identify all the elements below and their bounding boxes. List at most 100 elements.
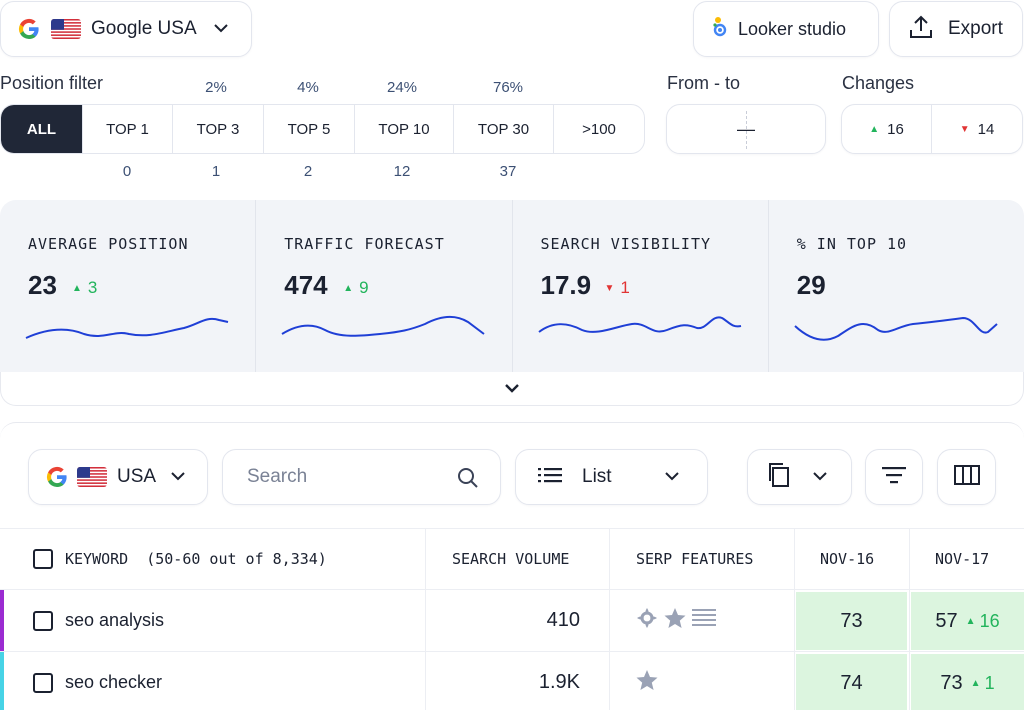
view-selector[interactable]: List (515, 449, 708, 505)
chevron-down-icon (170, 468, 186, 486)
stat-percent-top10[interactable]: % IN TOP 10 29 (769, 200, 1024, 372)
column-divider (909, 652, 910, 710)
from-to-input[interactable]: — (666, 104, 826, 154)
volume-cell: 410 (546, 609, 580, 631)
stat-title: SEARCH VISIBILITY (540, 235, 712, 253)
columns-button[interactable] (937, 449, 996, 505)
expand-stats-button[interactable] (0, 372, 1024, 406)
keyword-text[interactable]: seo checker (65, 672, 163, 692)
stat-value: 29 (796, 270, 826, 300)
tab-over100[interactable]: >100 (582, 120, 616, 138)
stat-delta: ▲ 3 (72, 278, 97, 298)
stat-title: % IN TOP 10 (796, 235, 908, 253)
top5-count: 2 (303, 163, 313, 180)
keywords-panel (0, 422, 1024, 710)
filter-icon (882, 466, 906, 489)
from-to-divider (746, 111, 747, 149)
sparkline (281, 316, 485, 337)
keyword-header-count: (50-60 out of 8,334) (146, 550, 327, 568)
stat-search-visibility[interactable]: SEARCH VISIBILITY 17.9 ▼ 1 (513, 200, 769, 372)
position-filter-label: Position filter (0, 73, 104, 93)
row-accent (0, 590, 4, 651)
changes-down-button[interactable]: ▼ 14 (932, 105, 1022, 153)
us-flag-icon (77, 467, 107, 487)
star-icon (664, 607, 686, 634)
column-divider (909, 529, 910, 589)
search-input[interactable]: Search (222, 449, 501, 505)
stat-average-position[interactable]: AVERAGE POSITION 23 ▲ 3 (0, 200, 257, 372)
table-row[interactable]: seo checker 1.9K 74 73 ▲ 1 (0, 652, 1024, 710)
column-divider (425, 529, 426, 589)
stat-traffic-forecast[interactable]: TRAFFIC FORECAST 474 ▲ 9 (256, 200, 513, 372)
list-icon (538, 467, 562, 488)
region-selector[interactable]: USA (28, 449, 208, 505)
table-row[interactable]: seo analysis 410 73 57 ▲ 16 (0, 590, 1024, 652)
tab-top30[interactable]: TOP 30 (454, 105, 554, 153)
tab-top5[interactable]: TOP 5 (264, 105, 355, 153)
column-divider (794, 529, 795, 589)
keyword-cell: seo analysis (33, 590, 164, 651)
row-checkbox[interactable] (33, 672, 53, 693)
list-results-icon (692, 608, 716, 633)
chevron-down-icon (213, 20, 229, 38)
columns-icon (953, 464, 980, 490)
changes-up-button[interactable]: ▲ 16 (842, 105, 932, 153)
filter-button[interactable] (865, 449, 923, 505)
serp-features-cell (636, 652, 658, 710)
chevron-down-icon (504, 380, 520, 398)
location-label: Google USA (91, 18, 197, 39)
copy-icon (766, 461, 792, 494)
triangle-down-icon: ▼ (959, 123, 970, 135)
keyword-text[interactable]: seo analysis (65, 610, 165, 630)
row-checkbox[interactable] (33, 610, 53, 631)
volume-cell: 1.9K (538, 671, 580, 693)
sparkline (25, 318, 229, 339)
date-header-2[interactable]: NOV-17 (935, 550, 990, 568)
changes-down-value: 14 (977, 120, 995, 138)
serp-features-cell (636, 590, 716, 651)
position-change: ▲ 16 (966, 611, 1000, 632)
position-cell-2: 73 ▲ 1 (911, 654, 1024, 710)
serp-features-header[interactable]: SERP FEATURES (636, 550, 754, 568)
position-value: 57 (935, 609, 958, 632)
triangle-up-icon: ▲ (72, 282, 82, 294)
search-icon (456, 466, 480, 495)
triangle-up-icon: ▲ (970, 677, 981, 689)
changes-up-value: 16 (887, 120, 904, 138)
top30-count: 37 (499, 163, 517, 180)
column-divider (609, 529, 610, 589)
stat-value: 23 (28, 270, 57, 300)
search-volume-header[interactable]: SEARCH VOLUME (452, 550, 570, 568)
location-selector[interactable]: Google USA (0, 1, 252, 57)
changes-label: Changes (842, 73, 915, 93)
triangle-up-icon: ▲ (965, 615, 976, 627)
position-filter-tabs: ALL TOP 1 TOP 3 TOP 5 TOP 10 TOP 30 >100 (0, 104, 645, 154)
export-label: Export (948, 18, 1003, 39)
date-header-1[interactable]: NOV-16 (820, 550, 875, 568)
top5-percent: 4% (297, 79, 319, 96)
sparkline (537, 316, 741, 333)
export-button[interactable]: Export (889, 1, 1023, 57)
top3-percent: 2% (205, 79, 227, 96)
keyword-header-label: KEYWORD (65, 550, 129, 568)
column-divider (609, 652, 610, 710)
google-icon (45, 465, 69, 489)
looker-studio-button[interactable]: Looker studio (693, 1, 879, 57)
tab-top10[interactable]: TOP 10 (355, 105, 454, 153)
tab-top3[interactable]: TOP 3 (173, 105, 264, 153)
select-all-checkbox[interactable] (33, 549, 53, 569)
tab-top1[interactable]: TOP 1 (83, 105, 173, 153)
sparkline (794, 316, 998, 341)
looker-studio-icon (712, 16, 728, 43)
copy-menu-button[interactable] (747, 449, 852, 505)
stat-value: 474 (284, 270, 328, 300)
stats-panel: AVERAGE POSITION 23 ▲ 3 TRAFFIC FORECAST… (0, 200, 1024, 372)
column-divider (425, 652, 426, 710)
top10-percent: 24% (386, 79, 418, 96)
position-change: ▲ 1 (971, 673, 995, 694)
keyword-column-header: KEYWORD (50-60 out of 8,334) (33, 529, 327, 589)
triangle-up-icon: ▲ (343, 282, 354, 294)
tab-all[interactable]: ALL (1, 105, 83, 153)
triangle-up-icon: ▲ (869, 123, 880, 135)
column-divider (909, 590, 910, 651)
